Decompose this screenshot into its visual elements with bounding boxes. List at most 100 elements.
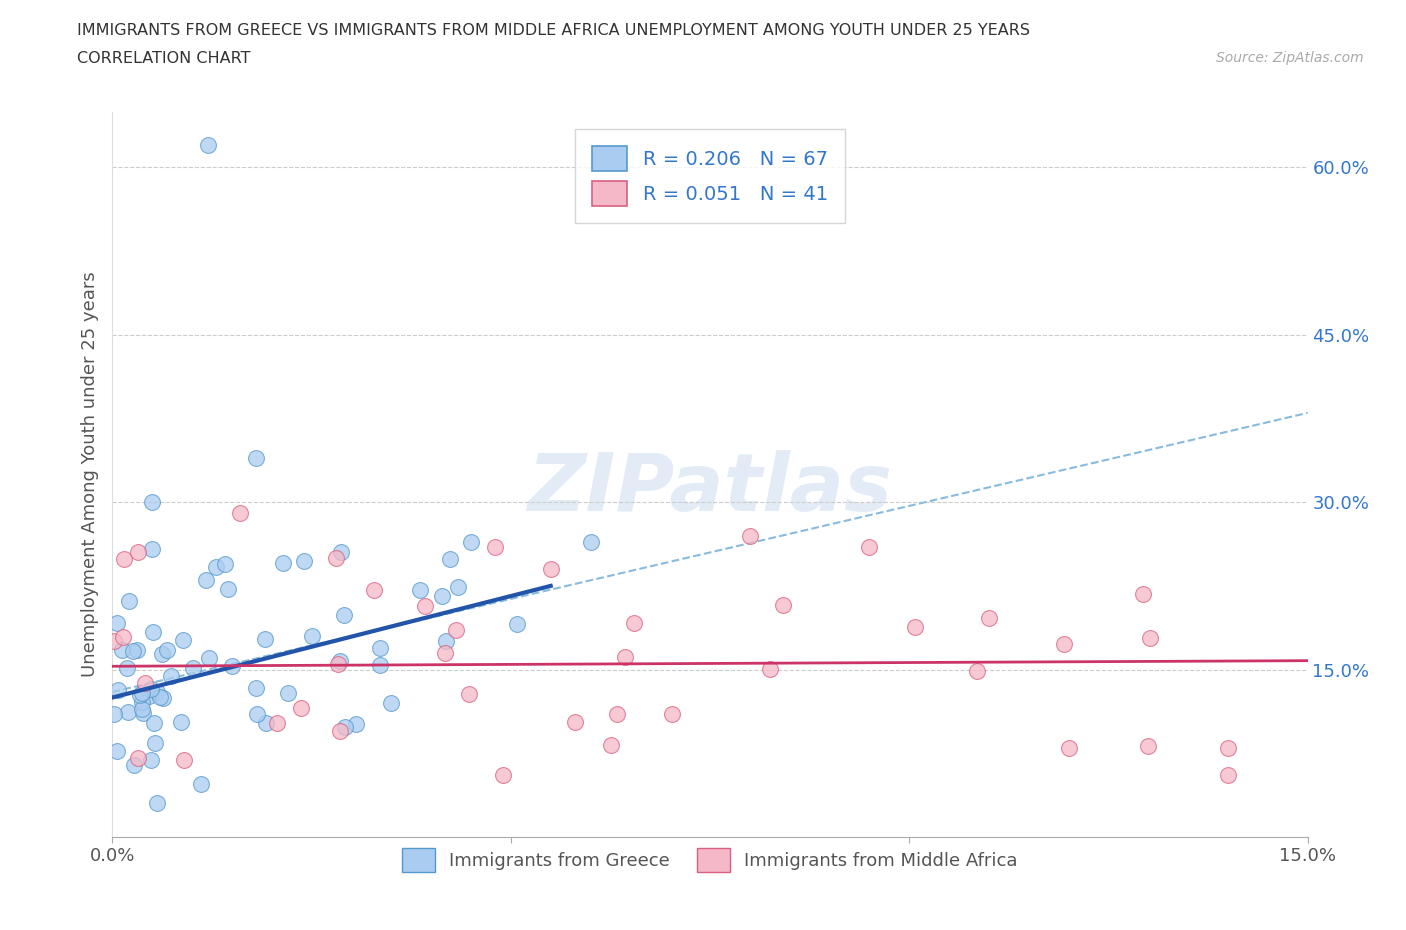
Point <box>245 680 267 695</box>
Point <box>142 716 165 731</box>
Point <box>103 707 125 722</box>
Point <box>599 738 621 753</box>
Point <box>368 640 391 655</box>
Point <box>156 643 179 658</box>
Point <box>606 707 628 722</box>
Point <box>966 663 988 678</box>
Point <box>1216 768 1239 783</box>
Point <box>105 616 128 631</box>
Point <box>152 690 174 705</box>
Point <box>127 545 149 560</box>
Point <box>436 634 458 649</box>
Point <box>117 705 139 720</box>
Point <box>292 553 315 568</box>
Point <box>122 644 145 658</box>
Point <box>301 629 323 644</box>
Point <box>221 658 243 673</box>
Point <box>115 661 138 676</box>
Point <box>1139 631 1161 645</box>
Point <box>105 744 128 759</box>
Point <box>173 752 195 767</box>
Point <box>623 616 645 631</box>
Point <box>1132 586 1154 601</box>
Point <box>1137 738 1160 753</box>
Point <box>368 658 391 672</box>
Text: ZIPatlas: ZIPatlas <box>527 450 893 528</box>
Point <box>149 690 172 705</box>
Point <box>444 623 467 638</box>
Point <box>325 551 347 565</box>
Point <box>326 657 349 671</box>
Point <box>141 495 163 510</box>
Point <box>661 707 683 722</box>
Point <box>160 669 183 684</box>
Point <box>229 506 252 521</box>
Point <box>332 608 354 623</box>
Point <box>127 751 149 765</box>
Point <box>290 701 312 716</box>
Point <box>329 724 352 738</box>
Point <box>738 528 761 543</box>
Point <box>271 555 294 570</box>
Point <box>447 580 470 595</box>
Point <box>181 660 204 675</box>
Point <box>246 707 269 722</box>
Point <box>506 617 529 631</box>
Point <box>434 645 457 660</box>
Point <box>329 654 352 669</box>
Point <box>430 589 453 604</box>
Point <box>131 686 153 701</box>
Point <box>772 597 794 612</box>
Point <box>977 610 1000 625</box>
Point <box>614 649 637 664</box>
Point <box>439 551 461 566</box>
Point <box>146 684 169 699</box>
Point <box>564 714 586 729</box>
Point <box>118 593 141 608</box>
Point <box>344 717 367 732</box>
Point <box>145 736 167 751</box>
Point <box>904 619 927 634</box>
Point <box>190 777 212 791</box>
Point <box>134 676 156 691</box>
Point <box>131 695 153 710</box>
Point <box>460 535 482 550</box>
Point <box>194 573 217 588</box>
Text: CORRELATION CHART: CORRELATION CHART <box>77 51 250 66</box>
Point <box>408 583 430 598</box>
Y-axis label: Unemployment Among Youth under 25 years: Unemployment Among Youth under 25 years <box>80 272 98 677</box>
Point <box>198 650 221 665</box>
Point <box>277 685 299 700</box>
Point <box>380 696 402 711</box>
Point <box>141 541 163 556</box>
Point <box>172 632 194 647</box>
Point <box>132 706 155 721</box>
Text: IMMIGRANTS FROM GREECE VS IMMIGRANTS FROM MIDDLE AFRICA UNEMPLOYMENT AMONG YOUTH: IMMIGRANTS FROM GREECE VS IMMIGRANTS FRO… <box>77 23 1031 38</box>
Point <box>138 689 160 704</box>
Point <box>217 581 239 596</box>
Point <box>413 599 436 614</box>
Point <box>150 647 173 662</box>
Point <box>266 715 288 730</box>
Point <box>112 551 135 566</box>
Point <box>170 714 193 729</box>
Point <box>363 583 385 598</box>
Point <box>111 630 134 644</box>
Point <box>129 687 152 702</box>
Point <box>333 720 356 735</box>
Point <box>540 562 562 577</box>
Point <box>492 767 515 782</box>
Point <box>759 661 782 676</box>
Point <box>1057 740 1080 755</box>
Point <box>139 681 162 696</box>
Point <box>139 752 162 767</box>
Point <box>254 631 277 646</box>
Point <box>197 138 219 153</box>
Point <box>107 683 129 698</box>
Point <box>579 535 602 550</box>
Point <box>214 556 236 571</box>
Point <box>103 633 125 648</box>
Point <box>458 686 481 701</box>
Point <box>1052 636 1074 651</box>
Legend: Immigrants from Greece, Immigrants from Middle Africa: Immigrants from Greece, Immigrants from … <box>395 841 1025 879</box>
